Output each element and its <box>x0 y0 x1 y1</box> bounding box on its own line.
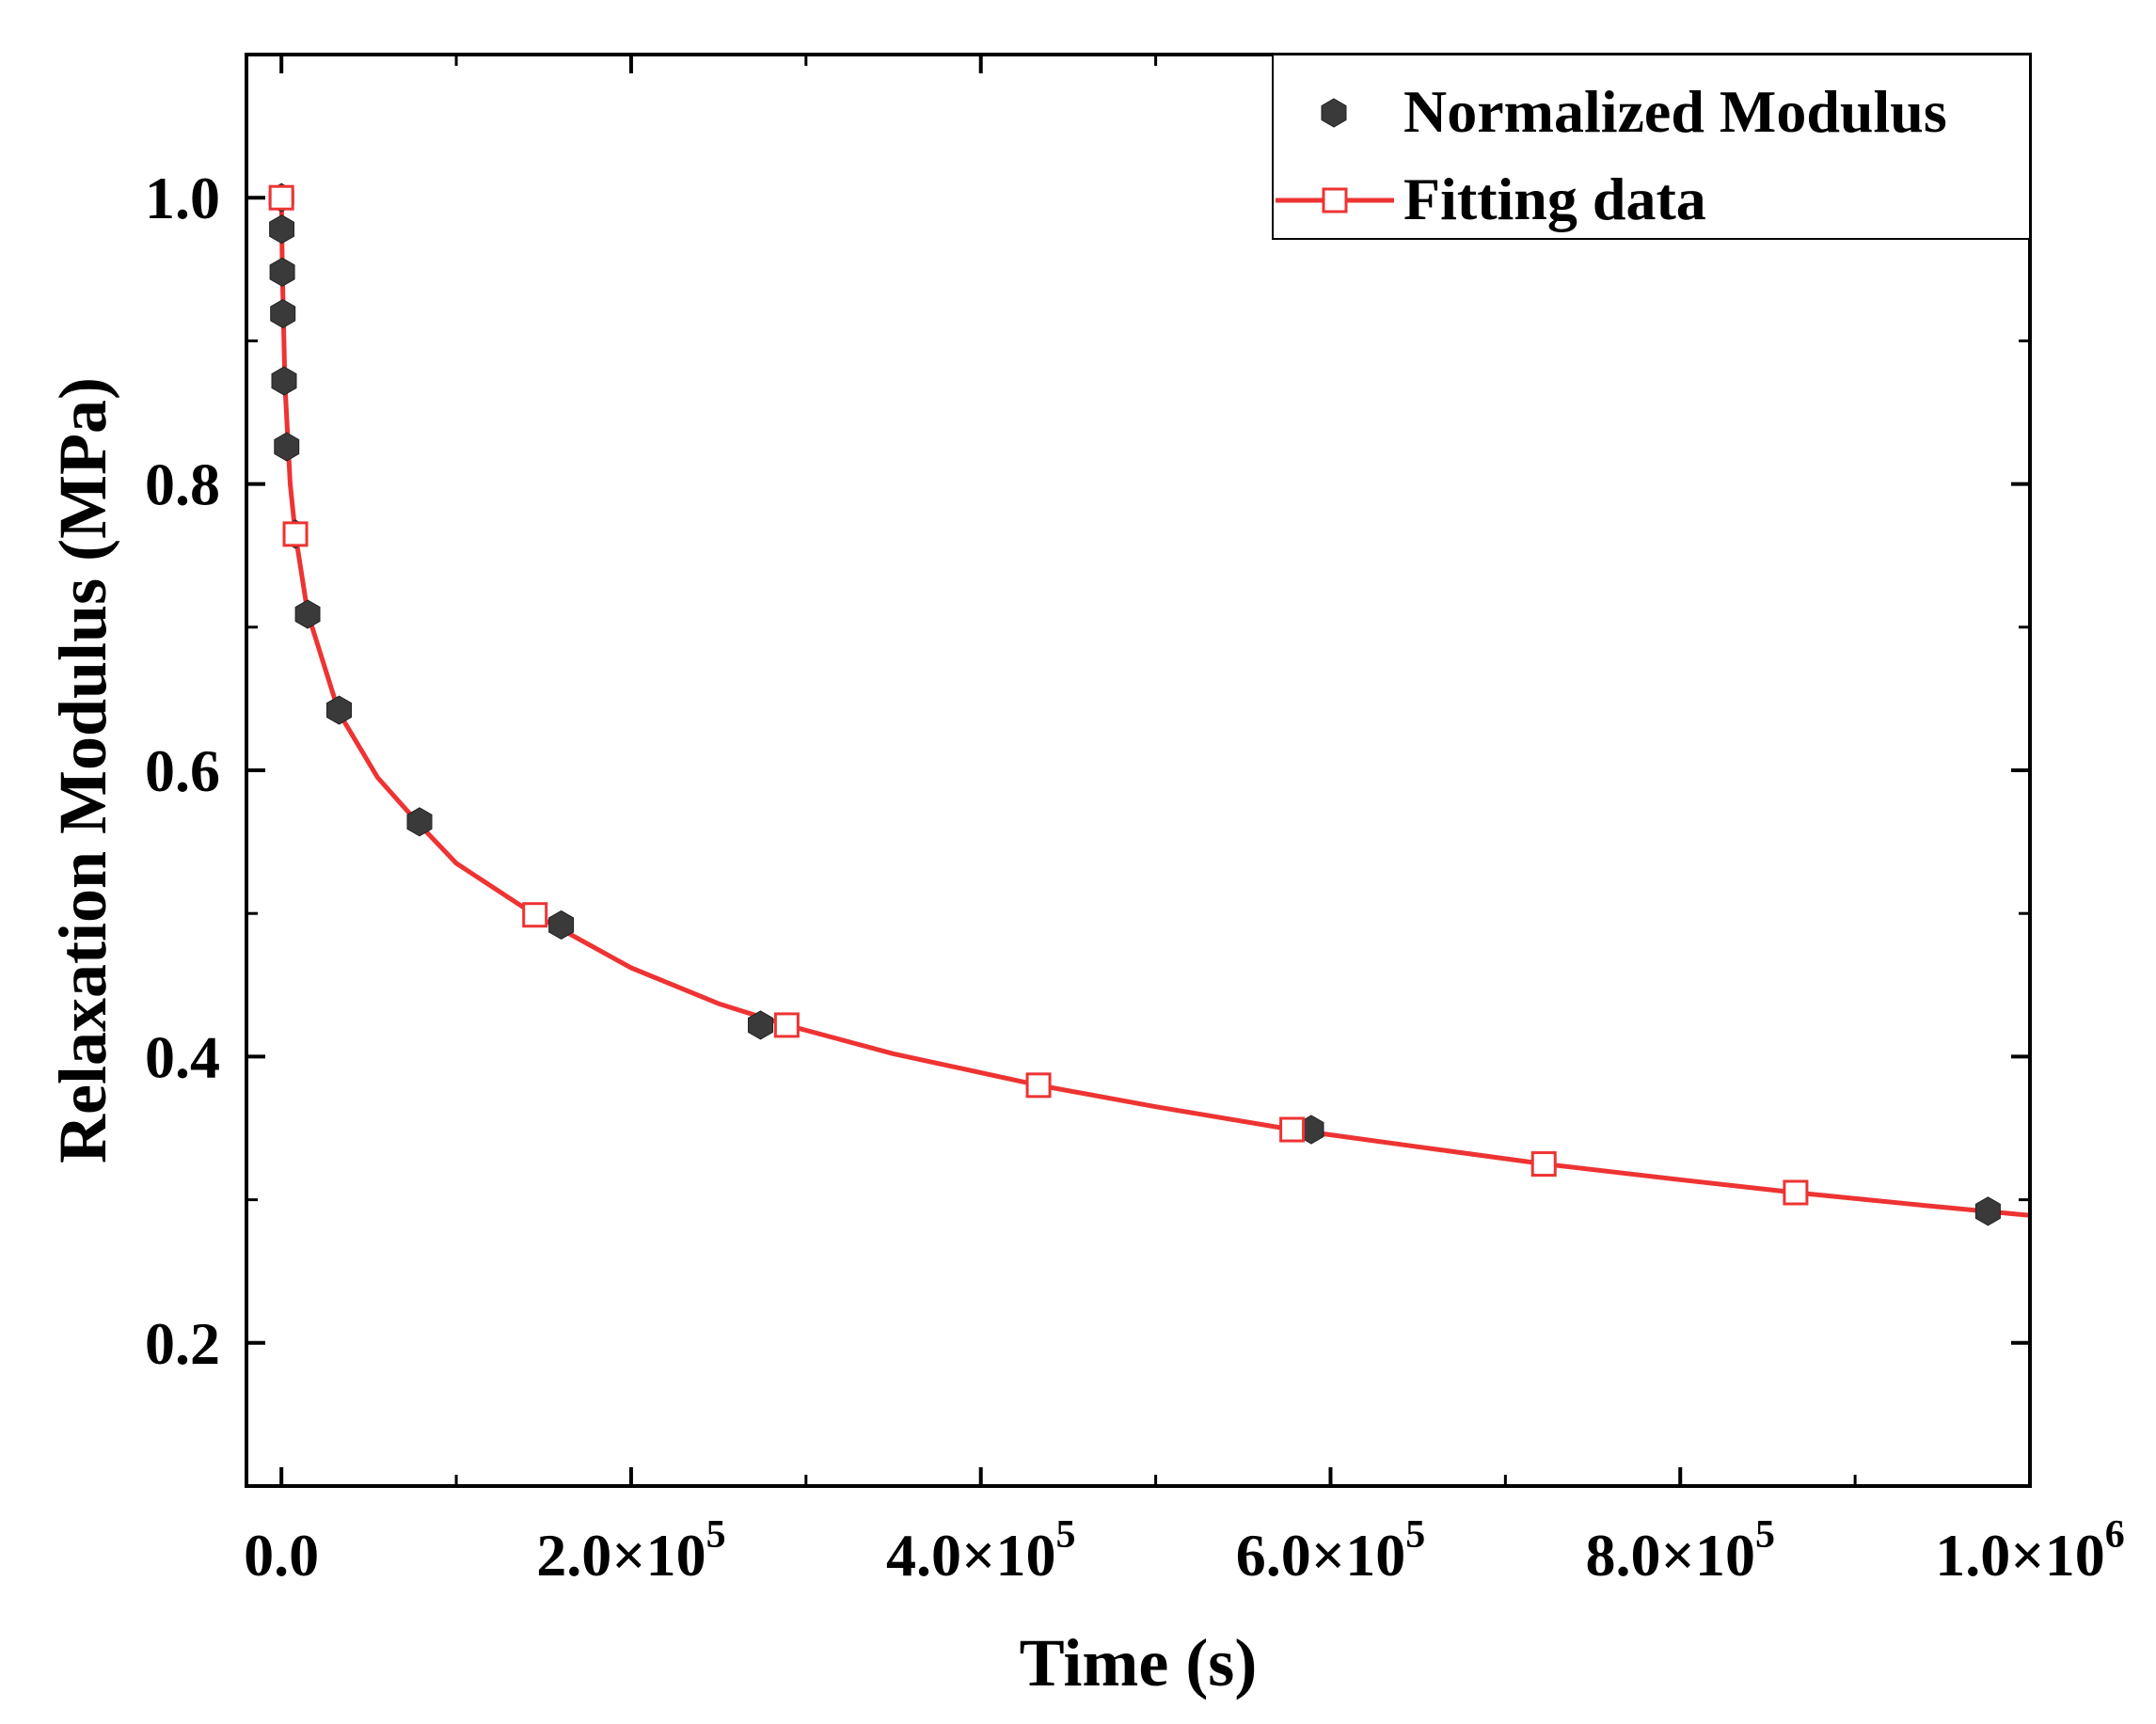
normalized-modulus-point <box>748 1010 773 1040</box>
fitting-data-point <box>1279 1116 1306 1143</box>
fitting-data-point <box>1530 1151 1557 1178</box>
fitting-data-point <box>1025 1072 1052 1099</box>
x-tick-label: 1.0×106 <box>1935 1513 2124 1589</box>
fitting-data-point <box>1783 1179 1809 1206</box>
plot-frame <box>245 53 2032 1488</box>
normalized-modulus-point <box>1974 1196 2001 1226</box>
normalized-modulus-point <box>294 599 321 629</box>
fitting-data-point <box>522 902 548 928</box>
normalized-modulus-point <box>406 807 433 837</box>
x-tick-label: 8.0×105 <box>1586 1513 1775 1589</box>
normalized-modulus-point <box>271 366 297 396</box>
y-tick-label: 0.2 <box>145 1310 220 1377</box>
x-axis-title: Time (s) <box>1020 1625 1258 1700</box>
plot-area <box>268 182 2031 1226</box>
x-tick-label: 4.0×105 <box>886 1513 1075 1589</box>
normalized-modulus-point <box>326 695 352 725</box>
y-tick-label: 0.8 <box>145 451 220 518</box>
y-tick-label: 1.0 <box>145 165 220 231</box>
y-axis-title: Relaxation Modulus (MPa) <box>45 377 120 1163</box>
normalized-modulus-point <box>274 432 300 462</box>
legend-square-icon <box>1322 187 1348 214</box>
normalized-modulus-point <box>270 298 296 329</box>
x-tick-label: 6.0×105 <box>1236 1513 1425 1589</box>
x-tick-label: 0.0 <box>244 1522 319 1589</box>
legend-hexagon-icon <box>1321 98 1347 128</box>
y-axis: 0.2 0.4 0.6 0.8 1.0 <box>145 53 2030 1488</box>
fitting-data-point <box>282 521 309 547</box>
fitting-data-point <box>268 184 294 211</box>
legend-symbol-fitting-data <box>1276 187 1394 214</box>
legend-label-normalized-modulus: Normalized Modulus <box>1403 78 1947 145</box>
y-tick-label: 0.6 <box>145 737 220 804</box>
legend: Normalized Modulus Fitting data <box>1272 54 2031 240</box>
y-tick-label: 0.4 <box>145 1023 220 1090</box>
normalized-modulus-point <box>548 909 575 940</box>
legend-box <box>1272 54 2031 240</box>
normalized-modulus-point <box>269 214 294 245</box>
fitting-curve <box>278 198 2031 1218</box>
fitting-data-point <box>773 1012 800 1038</box>
legend-symbol-normalized-modulus <box>1321 98 1347 128</box>
x-axis: 0.0 2.0×105 4.0×105 6.0×105 8.0×105 1.0×106 <box>244 55 2125 1589</box>
x-tick-label: 2.0×105 <box>536 1513 725 1589</box>
legend-label-fitting-data: Fitting data <box>1403 166 1706 232</box>
normalized-modulus-point <box>269 257 295 287</box>
